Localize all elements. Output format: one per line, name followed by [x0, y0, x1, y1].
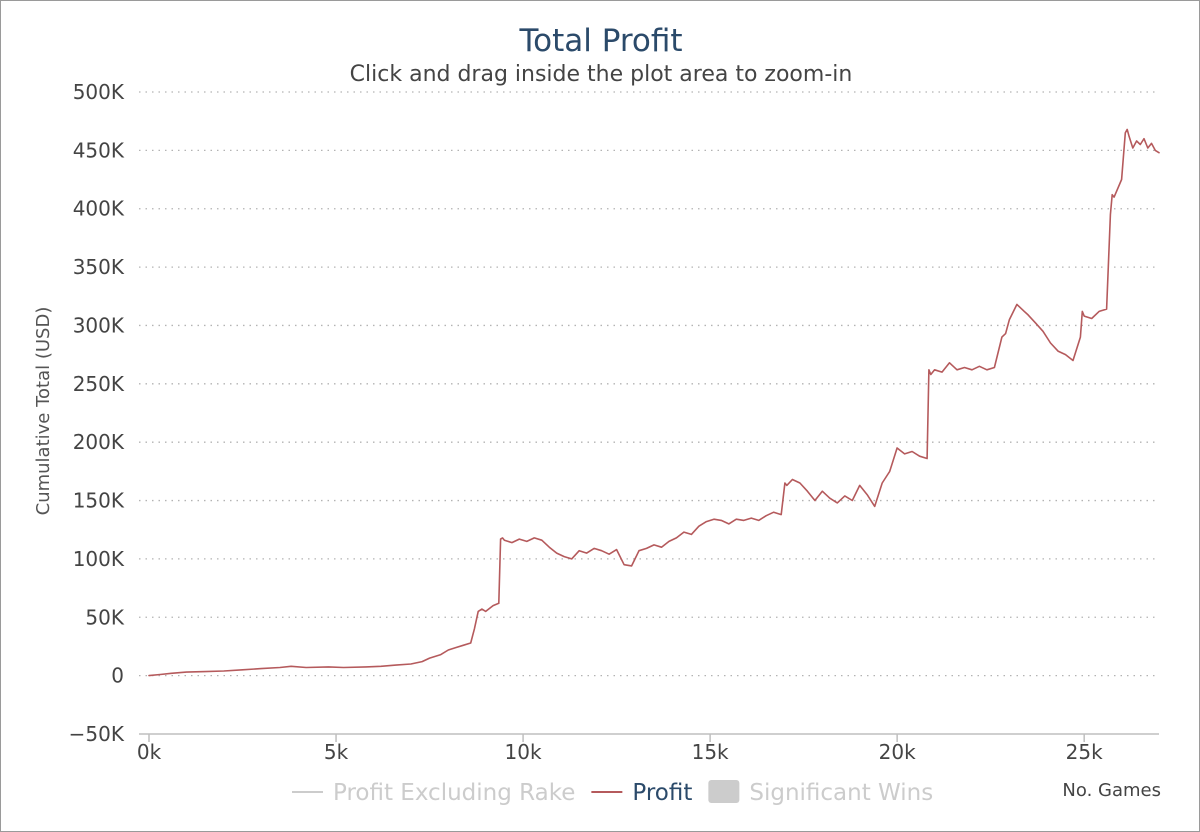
legend-item-profit-excluding-rake[interactable]: Profit Excluding Rake — [292, 780, 575, 806]
y-tick-label: 200K — [73, 430, 125, 454]
y-tick-label: 500K — [73, 80, 125, 104]
plot-area[interactable] — [148, 128, 1160, 677]
series-line-profit[interactable] — [148, 128, 1160, 677]
x-tick-label: 25k — [1066, 740, 1103, 764]
y-tick-label: 300K — [73, 313, 125, 337]
legend-label: Profit Excluding Rake — [333, 780, 575, 806]
legend-item-profit[interactable]: Profit — [591, 780, 692, 806]
x-axis-tick-labels: 0k 5k 10k 15k 20k 25k — [137, 740, 1103, 764]
gridlines — [139, 91, 1159, 677]
y-tick-label: 0 — [111, 664, 124, 688]
y-tick-label: 350K — [73, 255, 125, 279]
x-tick-label: 0k — [137, 740, 162, 764]
y-axis-tick-labels: −50K 0 50K 100K 150K 200K 250K 300K 350K 400K 450K… — [69, 80, 125, 746]
chart-subtitle: Click and drag inside the plot area to z… — [350, 62, 853, 87]
y-tick-label: 400K — [73, 197, 125, 221]
y-tick-label: −50K — [69, 722, 125, 746]
y-tick-label: 50K — [85, 605, 124, 629]
x-tick-label: 15k — [692, 740, 729, 764]
y-tick-label: 100K — [73, 547, 125, 571]
legend-item-significant-wins[interactable]: Significant Wins — [708, 780, 933, 806]
y-axis-label: Cumulative Total (USD) — [33, 307, 54, 516]
x-tick-label: 10k — [505, 740, 542, 764]
legend-square-symbol — [708, 780, 740, 803]
y-tick-label: 250K — [73, 372, 125, 396]
legend-label: Profit — [632, 780, 692, 806]
chart-title: Total Profit — [518, 23, 682, 59]
legend: Profit Excluding Rake Profit Significant W… — [292, 780, 933, 806]
x-axis — [139, 733, 1159, 742]
x-tick-label: 5k — [324, 740, 349, 764]
legend-label: Significant Wins — [749, 780, 933, 806]
x-tick-label: 20k — [879, 740, 916, 764]
y-tick-label: 150K — [73, 489, 125, 513]
x-axis-label: No. Games — [1062, 780, 1161, 801]
y-tick-label: 450K — [73, 138, 125, 162]
